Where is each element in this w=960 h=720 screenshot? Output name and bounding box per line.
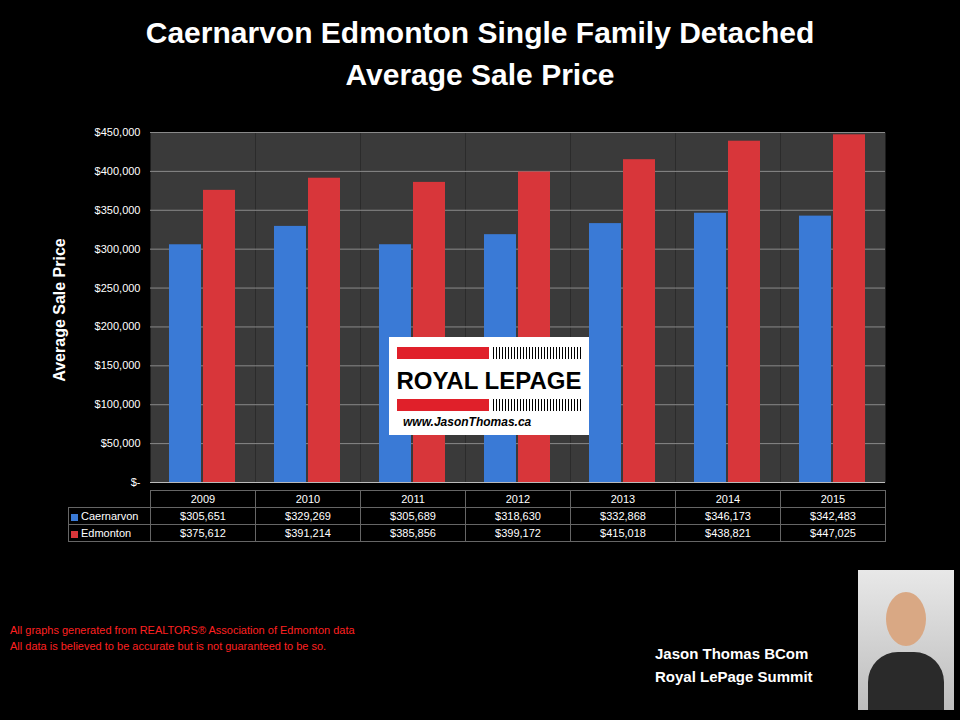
svg-text:$450,000: $450,000	[95, 126, 141, 138]
svg-text:$400,000: $400,000	[95, 165, 141, 177]
svg-text:$200,000: $200,000	[95, 320, 141, 332]
svg-text:$50,000: $50,000	[101, 437, 141, 449]
html-text:2014: 2014	[715, 493, 741, 505]
html-text:Jason Thomas BCom: Jason Thomas BCom	[655, 645, 809, 662]
html-text:$346,173: $346,173	[705, 510, 751, 522]
html-text:Caernarvon Edmonton Single Fam: Caernarvon Edmonton Single Family Detach…	[145, 16, 815, 49]
html-text:2009: 2009	[190, 493, 216, 505]
html-text:$332,868: $332,868	[600, 510, 646, 522]
html-text:All graphs generated from REAL: All graphs generated from REALTORS® Asso…	[10, 624, 355, 636]
svg-text:$100,000: $100,000	[95, 398, 141, 410]
html-text:Average Sale Price: Average Sale Price	[51, 238, 68, 382]
html-text:$305,651: $305,651	[180, 510, 226, 522]
html-text:ROYAL LEPAGE: ROYAL LEPAGE	[396, 367, 582, 394]
html-text:All data is believed to be acc: All data is believed to be accurate but …	[10, 640, 327, 652]
html-text:2015: 2015	[820, 493, 846, 505]
html-text:2012: 2012	[505, 493, 531, 505]
html-text:$305,689: $305,689	[390, 510, 436, 522]
html-text:2013: 2013	[610, 493, 636, 505]
html-text:$415,018: $415,018	[600, 527, 646, 539]
html-text:2010: 2010	[295, 493, 321, 505]
html-text:$447,025: $447,025	[810, 527, 856, 539]
html-text:$329,269: $329,269	[285, 510, 331, 522]
html-text:$375,612: $375,612	[180, 527, 226, 539]
html-text:2011: 2011	[401, 493, 425, 505]
svg-text:$300,000: $300,000	[95, 243, 141, 255]
html-text:$438,821: $438,821	[705, 527, 751, 539]
svg-text:$150,000: $150,000	[95, 359, 141, 371]
html-text:Royal LePage Summit: Royal LePage Summit	[655, 668, 813, 685]
svg-text:$-: $-	[131, 476, 141, 488]
html-text:$391,214: $391,214	[285, 527, 331, 539]
html-text:$342,483: $342,483	[810, 510, 856, 522]
html-text:$385,856: $385,856	[390, 527, 436, 539]
html-text:www.JasonThomas.ca: www.JasonThomas.ca	[403, 415, 532, 429]
html-text:Caernarvon: Caernarvon	[81, 510, 139, 522]
html-text:Edmonton: Edmonton	[81, 527, 132, 539]
html-text:$318,630: $318,630	[495, 510, 541, 522]
html-text:$399,172: $399,172	[495, 527, 541, 539]
html-text:Average Sale Price: Average Sale Price	[345, 58, 615, 91]
svg-text:$350,000: $350,000	[95, 204, 141, 216]
svg-text:$250,000: $250,000	[95, 282, 141, 294]
